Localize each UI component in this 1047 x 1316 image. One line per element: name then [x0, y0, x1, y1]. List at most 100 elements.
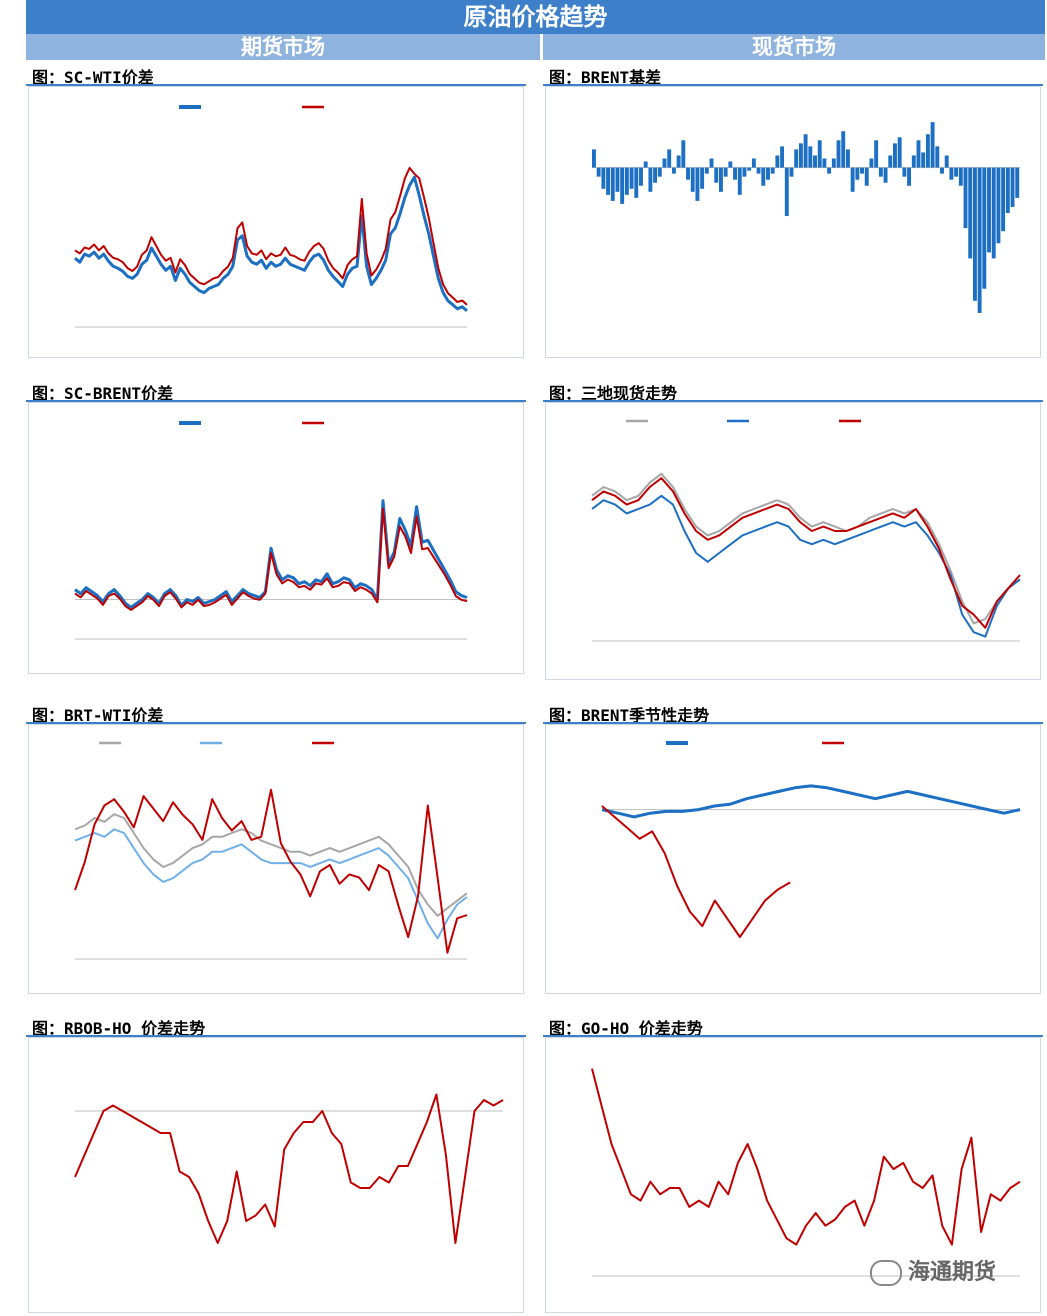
- series-line-2: [74, 828, 468, 940]
- divider: [26, 84, 526, 86]
- chart-caption: 图：BRENT季节性走势: [549, 706, 710, 725]
- basis-bar: [888, 155, 893, 168]
- watermark-text: 海通期货: [908, 1260, 997, 1285]
- divider: [26, 722, 526, 724]
- chart-sc-brent: [74, 421, 468, 640]
- basis-bar: [662, 158, 667, 168]
- chart-caption: 图：BRENT基差: [549, 68, 662, 87]
- basis-bar: [968, 167, 973, 259]
- series-line-1: [591, 472, 1021, 625]
- basis-bar: [671, 167, 676, 174]
- basis-bar: [653, 167, 658, 183]
- chart-caption: 图：SC-BRENT价差: [32, 384, 174, 403]
- chart-caption: 图：GO-HO 价差走势: [549, 1019, 703, 1038]
- basis-bar: [794, 149, 799, 168]
- chart-caption: 图：RBOB-HO 价差走势: [32, 1019, 206, 1038]
- divider: [543, 84, 1043, 86]
- basis-bar: [1015, 167, 1020, 198]
- wechat-icon: [870, 1260, 902, 1286]
- basis-bar: [714, 167, 719, 183]
- page-title: 原油价格趋势: [26, 0, 1045, 34]
- series-line-2: [74, 507, 468, 611]
- basis-bar: [874, 140, 879, 168]
- basis-bar: [855, 167, 860, 180]
- basis-bar: [850, 167, 855, 192]
- chart-go-ho: [591, 1068, 1021, 1277]
- basis-bar: [921, 152, 926, 168]
- divider: [543, 400, 1043, 402]
- basis-bar: [902, 167, 907, 177]
- basis-bar: [601, 167, 606, 189]
- basis-bar: [780, 146, 785, 168]
- basis-bar: [841, 131, 846, 168]
- divider: [26, 1035, 526, 1037]
- basis-bar: [648, 167, 653, 192]
- basis-bar: [728, 161, 733, 168]
- basis-bar: [803, 134, 808, 168]
- basis-bar: [987, 167, 991, 253]
- basis-bar: [704, 167, 709, 174]
- watermark: 海通期货: [870, 1254, 996, 1286]
- basis-bar: [963, 167, 968, 229]
- basis-bar: [676, 155, 681, 168]
- basis-bar: [742, 167, 747, 177]
- basis-bar: [657, 167, 662, 177]
- basis-bar: [911, 155, 916, 168]
- chart-brent-seasonal: [601, 741, 1021, 938]
- basis-bar: [733, 167, 738, 180]
- series-line-3: [591, 477, 1021, 629]
- basis-bar: [723, 167, 728, 177]
- series-line-2: [74, 166, 468, 306]
- series-line-2: [601, 805, 791, 938]
- chart-sc-wti: [74, 105, 468, 328]
- series-line-1: [74, 813, 468, 917]
- basis-bar: [686, 167, 690, 180]
- basis-bar: [615, 167, 620, 192]
- basis-bar: [1005, 167, 1010, 213]
- series-line-1: [601, 784, 1021, 819]
- basis-bar: [893, 143, 897, 168]
- basis-bar: [610, 167, 615, 201]
- basis-bar: [817, 140, 822, 168]
- basis-bar: [775, 155, 780, 168]
- basis-bar: [813, 155, 817, 168]
- basis-bar: [766, 167, 770, 180]
- basis-bar: [822, 158, 827, 168]
- basis-bar: [770, 167, 775, 174]
- basis-bar: [982, 167, 987, 289]
- basis-bar: [634, 167, 639, 198]
- basis-bar: [958, 167, 963, 186]
- basis-bar: [944, 155, 949, 168]
- basis-bar: [690, 167, 695, 192]
- basis-bar: [977, 167, 982, 313]
- basis-bar: [883, 167, 888, 183]
- basis-bar: [878, 167, 883, 177]
- chart-caption: 图：三地现货走势: [549, 384, 678, 403]
- basis-bar: [784, 167, 789, 217]
- divider: [543, 1035, 1043, 1037]
- basis-bar: [695, 167, 700, 201]
- chart-brt-wti: [74, 741, 468, 960]
- basis-bar: [860, 167, 864, 174]
- basis-bar: [827, 167, 832, 174]
- basis-bar: [831, 158, 836, 168]
- basis-bar: [596, 167, 601, 177]
- basis-bar: [643, 161, 648, 168]
- basis-bar: [808, 146, 813, 168]
- basis-bar: [798, 143, 803, 168]
- basis-bar: [709, 158, 714, 168]
- basis-bar: [1010, 167, 1015, 207]
- basis-bar: [845, 149, 850, 168]
- basis-bar: [747, 167, 752, 171]
- series-line-1: [591, 1068, 1021, 1246]
- series-line-3: [74, 788, 468, 954]
- series-line-2: [591, 494, 1021, 638]
- chart-rbob-ho: [74, 1093, 504, 1244]
- basis-bar: [751, 158, 756, 168]
- basis-bar: [925, 134, 930, 168]
- basis-bar: [681, 140, 686, 168]
- basis-bar: [606, 167, 611, 195]
- basis-bar: [949, 167, 954, 180]
- chart-brent-basis: [592, 122, 1020, 313]
- futures-market-header: 期货市场: [26, 34, 540, 60]
